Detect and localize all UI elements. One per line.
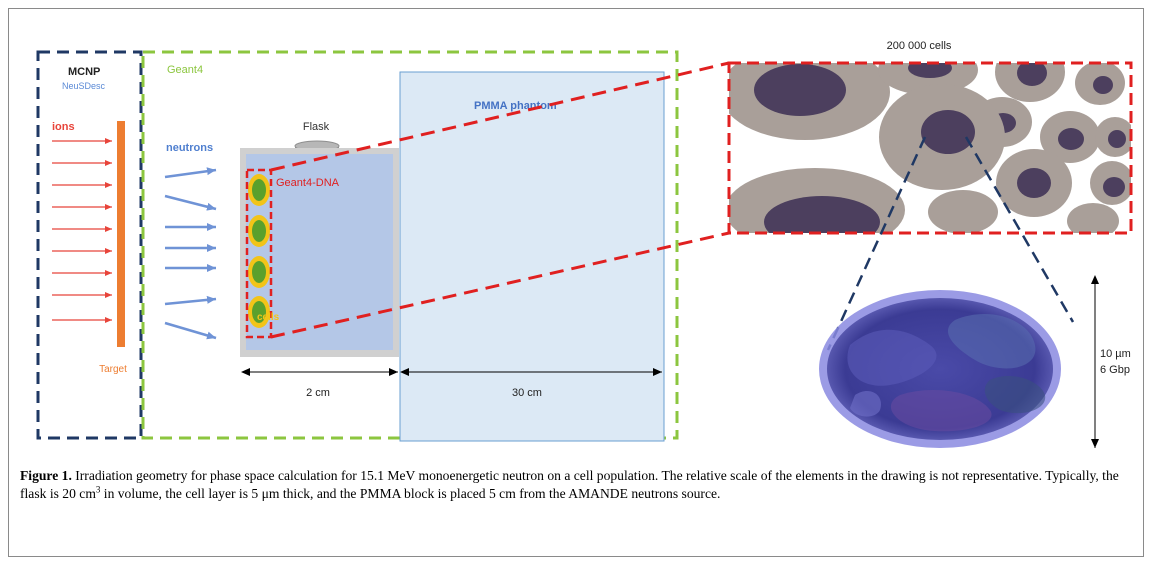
geant4-dna-label: Geant4-DNA xyxy=(276,177,340,189)
figure-caption: Figure 1. Irradiation geometry for phase… xyxy=(20,467,1135,502)
neutron-arrow xyxy=(164,295,217,306)
dim-phantom-label: 30 cm xyxy=(512,387,542,399)
neutron-arrows xyxy=(164,167,217,340)
neutron-arrow xyxy=(164,167,217,179)
caption-text: Irradiation geometry for phase space cal… xyxy=(20,468,1119,501)
caption-superscript: 3 xyxy=(95,483,101,494)
nucleus-zoom-right xyxy=(964,136,1075,323)
mcnp-label: MCNP xyxy=(68,66,100,78)
neusdesc-label: NeuSDesc xyxy=(62,81,106,91)
flask-label: Flask xyxy=(303,121,330,133)
diagram: MCNP NeuSDesc ions Target Geant4 neutron… xyxy=(36,40,1133,448)
target-label: Target xyxy=(99,364,127,375)
flask-cells xyxy=(248,174,270,328)
target-bar xyxy=(117,121,125,347)
nucleus-size-label: 10 µm xyxy=(1100,348,1131,360)
nucleus-zoom-left xyxy=(826,136,927,351)
zoom-line-top xyxy=(270,61,730,172)
nucleus-genome-label: 6 Gbp xyxy=(1100,364,1130,376)
ions-label: ions xyxy=(52,121,75,133)
mcnp-region xyxy=(36,50,143,440)
pmma-label: PMMA phantom xyxy=(474,100,557,112)
cell-population-image xyxy=(729,63,1131,233)
cells-label: cells xyxy=(257,312,280,323)
neutrons-label: neutrons xyxy=(166,142,213,154)
ion-arrows xyxy=(52,138,112,323)
cell-population-frame xyxy=(727,61,1133,235)
neutron-arrow xyxy=(164,194,217,211)
geant4-dna-box xyxy=(245,168,273,339)
geant4-label: Geant4 xyxy=(167,64,203,76)
neutron-arrow xyxy=(164,321,217,340)
caption-label: Figure 1. xyxy=(20,468,72,483)
cell-count-label: 200 000 cells xyxy=(887,40,952,52)
zoom-line-bottom xyxy=(270,231,730,339)
caption-text-continued: in volume, the cell layer is 5 μm thick,… xyxy=(100,485,721,501)
dim-flask-label: 2 cm xyxy=(306,387,330,399)
nucleus-image xyxy=(819,290,1061,448)
